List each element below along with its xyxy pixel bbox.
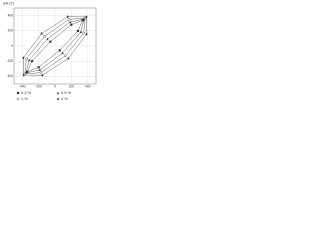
legend-label: 1 % <box>21 96 28 101</box>
data-point <box>82 17 86 21</box>
chart: σA (T) -400 -200 0 200 400 -400 -200 0 200 400 0.2… <box>3 1 97 101</box>
legend-marker <box>56 91 60 95</box>
y-tick-label: -200 <box>7 59 14 63</box>
x-tick-label: -200 <box>35 84 42 88</box>
x-tick-label: 400 <box>85 84 91 88</box>
y-tick-label: 400 <box>8 13 14 17</box>
legend-marker <box>16 97 20 101</box>
data-point <box>58 49 61 52</box>
data-point <box>66 15 69 19</box>
data-point <box>76 29 80 32</box>
data-point <box>41 73 44 77</box>
data-point <box>38 68 41 72</box>
data-point <box>26 70 29 73</box>
data-point <box>30 60 34 63</box>
data-point <box>67 56 70 60</box>
legend-marker <box>16 91 20 95</box>
data-point <box>22 56 25 60</box>
y-tick-label: 200 <box>8 29 14 33</box>
data-point <box>69 20 72 24</box>
legend-label: 0.5 % <box>61 90 72 95</box>
data-point <box>43 35 46 38</box>
data-point <box>61 51 64 55</box>
legend-label: 0.2 % <box>21 90 32 95</box>
data-point <box>85 15 88 19</box>
legend-label: 2 % <box>61 96 68 101</box>
y-axis-label: σA (T) <box>3 1 15 6</box>
y-tick-label: -400 <box>7 74 14 78</box>
x-tick-label: 0 <box>54 84 56 88</box>
data-point <box>24 57 28 61</box>
x-tick-label: 200 <box>69 84 75 88</box>
data-point <box>81 19 84 22</box>
data-point <box>64 54 67 57</box>
y-tick-label: 0 <box>11 44 13 48</box>
legend-marker <box>56 97 60 101</box>
data-point <box>49 40 52 43</box>
data-point <box>39 71 43 74</box>
data-point <box>82 31 85 35</box>
data-point <box>46 37 49 41</box>
x-tick-label: -400 <box>19 84 26 88</box>
data-point <box>28 58 31 62</box>
data-point <box>40 32 43 36</box>
data-point <box>22 73 25 77</box>
data-point <box>79 30 82 34</box>
data-point <box>67 18 71 21</box>
data-point <box>37 66 40 69</box>
data-point <box>70 23 73 26</box>
data-point <box>85 32 88 36</box>
